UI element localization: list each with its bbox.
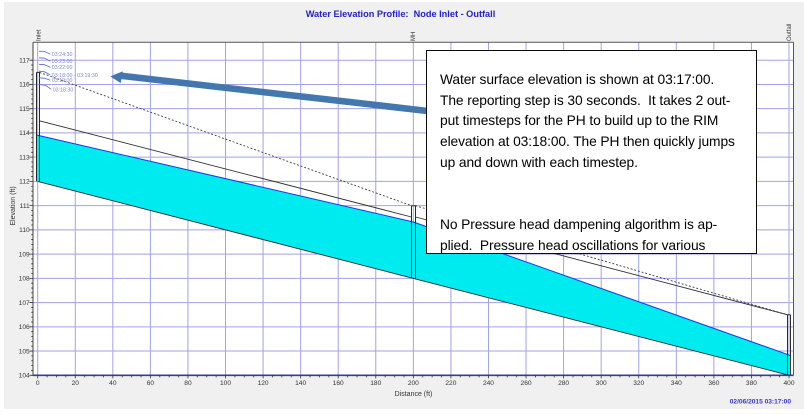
svg-text:200: 200 <box>408 380 419 387</box>
svg-text:109: 109 <box>19 251 30 258</box>
svg-text:100: 100 <box>220 380 231 387</box>
svg-text:Water Elevation Profile: Node: Water Elevation Profile: Node Inlet - Ou… <box>306 9 496 19</box>
svg-text:MH: MH <box>411 32 417 41</box>
svg-text:40: 40 <box>109 380 117 387</box>
svg-text:113: 113 <box>19 154 30 161</box>
svg-text:60: 60 <box>147 380 155 387</box>
svg-text:380: 380 <box>746 380 757 387</box>
svg-text:117: 117 <box>19 58 30 65</box>
svg-text:110: 110 <box>19 227 30 234</box>
svg-text:160: 160 <box>333 380 344 387</box>
svg-text:80: 80 <box>184 380 192 387</box>
svg-text:03:18:30: 03:18:30 <box>53 87 74 93</box>
svg-text:104: 104 <box>19 373 30 380</box>
svg-text:115: 115 <box>19 106 30 113</box>
svg-text:0: 0 <box>36 380 40 387</box>
svg-text:400: 400 <box>783 380 794 387</box>
svg-text:180: 180 <box>370 380 381 387</box>
svg-text:Distance (ft): Distance (ft) <box>395 391 433 398</box>
svg-text:340: 340 <box>671 380 682 387</box>
svg-text:Elevation (ft): Elevation (ft) <box>10 186 17 225</box>
svg-text:03:24:30: 03:24:30 <box>52 52 73 58</box>
svg-text:Inlet: Inlet <box>37 29 43 41</box>
svg-text:120: 120 <box>258 380 269 387</box>
svg-text:108: 108 <box>19 276 30 283</box>
svg-text:360: 360 <box>708 380 719 387</box>
svg-text:240: 240 <box>483 380 494 387</box>
svg-text:300: 300 <box>596 380 607 387</box>
svg-text:260: 260 <box>521 380 532 387</box>
svg-text:106: 106 <box>19 324 30 331</box>
svg-text:Outfall: Outfall <box>787 24 793 41</box>
svg-text:112: 112 <box>19 179 30 186</box>
svg-text:03:18:00 - 03:19:30: 03:18:00 - 03:19:30 <box>52 73 98 79</box>
svg-text:220: 220 <box>445 380 456 387</box>
svg-text:20: 20 <box>72 380 80 387</box>
svg-text:03:23:00: 03:23:00 <box>52 59 73 65</box>
svg-text:02/06/2015 03:17:00: 02/06/2015 03:17:00 <box>730 399 792 406</box>
svg-text:03:22:00: 03:22:00 <box>52 65 73 71</box>
svg-text:105: 105 <box>19 348 30 355</box>
svg-text:107: 107 <box>19 300 30 307</box>
svg-text:116: 116 <box>19 82 30 89</box>
svg-text:320: 320 <box>633 380 644 387</box>
svg-text:111: 111 <box>20 203 30 210</box>
svg-text:114: 114 <box>19 130 30 137</box>
svg-text:03:19:00: 03:19:00 <box>52 78 73 84</box>
svg-text:140: 140 <box>295 380 306 387</box>
svg-text:280: 280 <box>558 380 569 387</box>
